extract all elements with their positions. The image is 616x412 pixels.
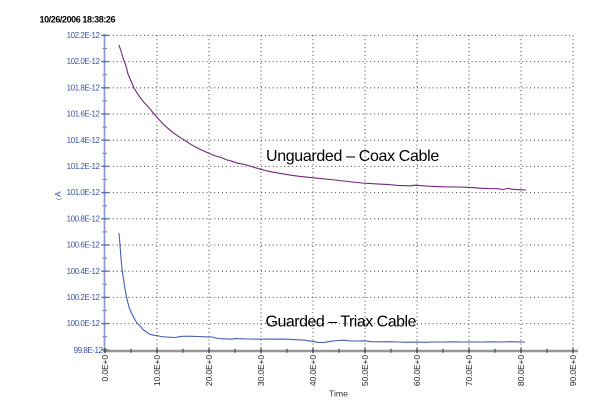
svg-text:100.4E-12: 100.4E-12 [67,267,101,276]
svg-text:60.0E+0: 60.0E+0 [412,355,422,386]
svg-text:Guarded – Triax Cable: Guarded – Triax Cable [266,314,417,331]
svg-text:100.0E-12: 100.0E-12 [67,319,101,328]
svg-text:10.0E+0: 10.0E+0 [152,355,162,386]
svg-text:90.0E+0: 90.0E+0 [568,355,578,386]
svg-text:40.0E+0: 40.0E+0 [308,355,318,386]
svg-text:102.0E-12: 102.0E-12 [67,57,101,66]
svg-text:101.6E-12: 101.6E-12 [67,110,101,119]
svg-text:102.2E-12: 102.2E-12 [67,31,101,40]
svg-text:10/26/2006 18:38:26: 10/26/2006 18:38:26 [40,14,116,24]
svg-text:50.0E+0: 50.0E+0 [360,355,370,386]
svg-text:(: ( [57,198,63,200]
svg-text:0.0E+0: 0.0E+0 [100,355,110,382]
svg-text:100.8E-12: 100.8E-12 [67,214,101,223]
svg-text:30.0E+0: 30.0E+0 [256,355,266,386]
svg-text:101.4E-12: 101.4E-12 [67,136,101,145]
svg-text:Unguarded – Coax Cable: Unguarded – Coax Cable [266,148,439,165]
svg-text:80.0E+0: 80.0E+0 [516,355,526,386]
svg-text:70.0E+0: 70.0E+0 [464,355,474,386]
svg-text:101.0E-12: 101.0E-12 [67,188,101,197]
svg-text:101.8E-12: 101.8E-12 [67,83,101,92]
svg-text:Time: Time [329,389,348,399]
svg-text:101.2E-12: 101.2E-12 [67,162,101,171]
svg-text:100.2E-12: 100.2E-12 [67,293,101,302]
svg-text:99.8E-12: 99.8E-12 [74,346,104,355]
svg-text:20.0E+0: 20.0E+0 [204,355,214,386]
svg-text:A: A [53,191,63,197]
svg-text:100.6E-12: 100.6E-12 [67,241,101,250]
